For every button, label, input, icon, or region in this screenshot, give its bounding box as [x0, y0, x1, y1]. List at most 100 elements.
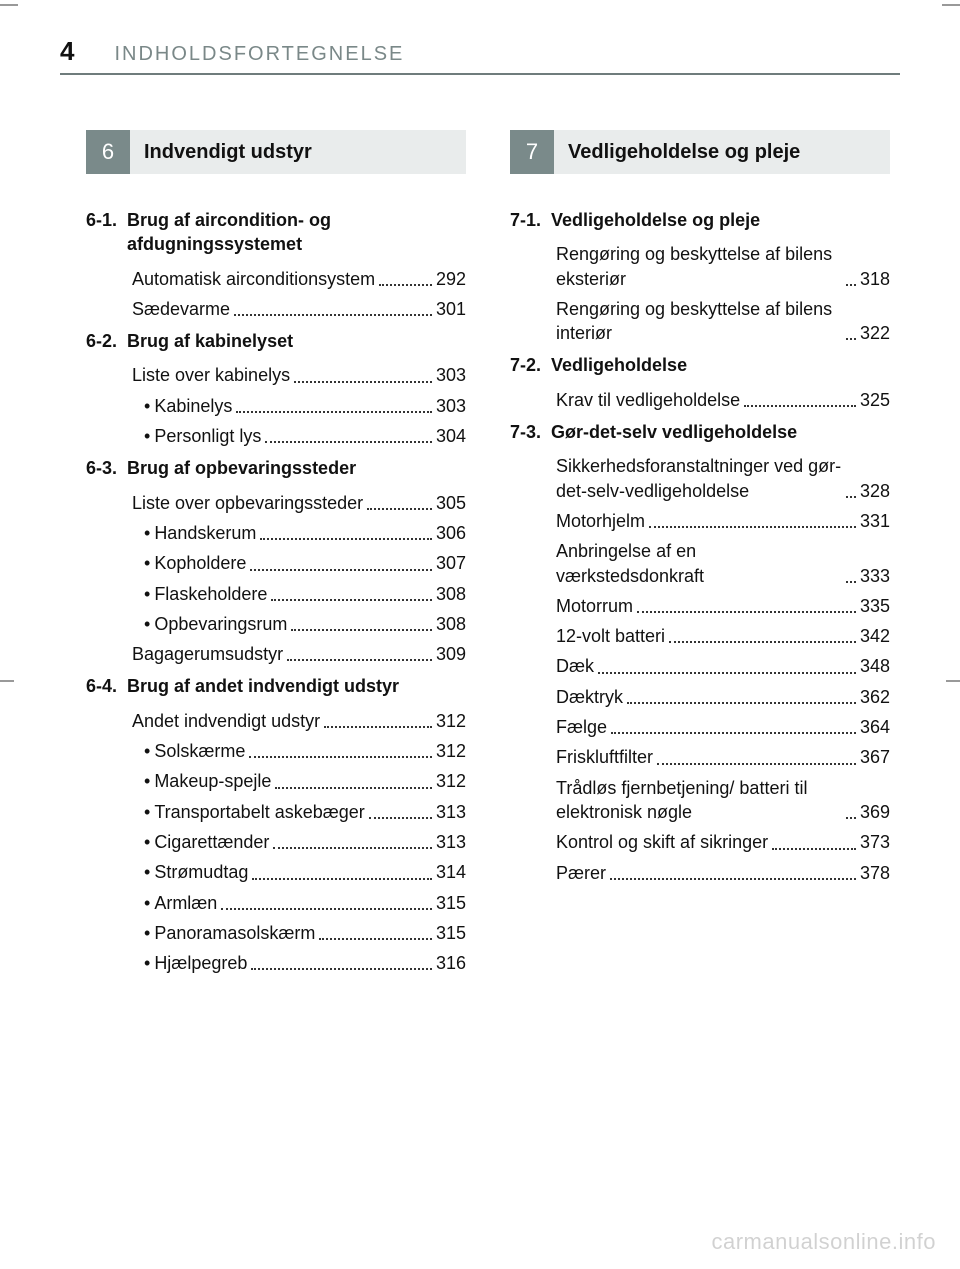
toc-entry-label: Anbringelse af en værkstedsdonkraft	[556, 539, 842, 588]
toc-column-right: 7 Vedligeholdelse og pleje 7-1. Vedligeho…	[510, 130, 890, 981]
toc-entry: Dæk348	[556, 654, 890, 678]
toc-subheading-number: 6-2.	[86, 329, 117, 353]
toc-entry-label: Liste over kabinelys	[132, 363, 290, 387]
toc-entry: Automatisk airconditionsystem292	[132, 267, 466, 291]
toc-entry: Anbringelse af en værkstedsdonkraft 333	[556, 539, 890, 588]
toc-subheading-title: Brug af aircondition- og afdugningssyste…	[127, 208, 466, 257]
toc-entry-page: 292	[436, 267, 466, 291]
bullet-icon: •	[144, 426, 150, 446]
toc-entry-page: 313	[436, 830, 466, 854]
toc-leader-dots	[319, 938, 432, 940]
toc-leader-dots	[846, 284, 856, 286]
toc-entry-page: 308	[436, 582, 466, 606]
toc-entry-page: 315	[436, 891, 466, 915]
toc-entry-page: 378	[860, 861, 890, 885]
toc-entry: •Flaskeholdere308	[144, 582, 466, 606]
toc-subheading: 6-1. Brug af aircondition- og afdugningss…	[86, 208, 466, 257]
bullet-icon: •	[144, 771, 150, 791]
toc-leader-dots	[252, 878, 432, 880]
toc-entry-label: •Makeup-spejle	[144, 769, 271, 793]
toc-entry-label: Dæktryk	[556, 685, 623, 709]
document-page: 4 INDHOLDSFORTEGNELSE 6 Indvendigt udsty…	[0, 0, 960, 1269]
toc-entry: Dæktryk362	[556, 685, 890, 709]
toc-leader-dots	[367, 508, 432, 510]
toc-entry-label: •Opbevaringsrum	[144, 612, 287, 636]
toc-entry-page: 312	[436, 739, 466, 763]
toc-entry-page: 322	[860, 321, 890, 345]
toc-subheading-number: 7-1.	[510, 208, 541, 232]
watermark-text: carmanualsonline.info	[711, 1229, 936, 1255]
toc-entry-page: 312	[436, 769, 466, 793]
toc-leader-dots	[271, 599, 432, 601]
toc-entry-label: •Kopholdere	[144, 551, 246, 575]
toc-entry-label: •Strømudtag	[144, 860, 248, 884]
toc-subheading: 6-4.Brug af andet indvendigt udstyr	[86, 674, 466, 698]
section-header: 7 Vedligeholdelse og pleje	[510, 130, 890, 174]
toc-entry-page: 373	[860, 830, 890, 854]
toc-entry: Liste over kabinelys 303	[132, 363, 466, 387]
toc-entry-label: •Personligt lys	[144, 424, 261, 448]
toc-entry-label: Motorrum	[556, 594, 633, 618]
toc-leader-dots	[236, 411, 432, 413]
toc-leader-dots	[846, 338, 856, 340]
toc-entry: Motorrum335	[556, 594, 890, 618]
toc-entry: Rengøring og beskyttelse af bilens inter…	[556, 297, 890, 346]
toc-entry: Sædevarme301	[132, 297, 466, 321]
toc-leader-dots	[221, 908, 432, 910]
toc-entry-label: Krav til vedligeholdelse	[556, 388, 740, 412]
toc-entry-page: 314	[436, 860, 466, 884]
toc-subheading-number: 6-1.	[86, 208, 117, 232]
toc-entry-label: Pærer	[556, 861, 606, 885]
toc-leader-dots	[637, 611, 856, 613]
bullet-icon: •	[144, 893, 150, 913]
toc-entry-label: 12-volt batteri	[556, 624, 665, 648]
toc-entry-label: Fælge	[556, 715, 607, 739]
bullet-icon: •	[144, 862, 150, 882]
toc-subheading: 6-3.Brug af opbevaringssteder	[86, 456, 466, 480]
toc-entry: 12-volt batteri342	[556, 624, 890, 648]
toc-subheading-number: 6-3.	[86, 456, 117, 480]
toc-column-left: 6 Indvendigt udstyr 6-1.Brug af aircondi…	[86, 130, 466, 981]
toc-entry-page: 318	[860, 267, 890, 291]
crop-mark	[942, 4, 960, 6]
bullet-icon: •	[144, 923, 150, 943]
toc-entry-label: Liste over opbevaringssteder	[132, 491, 363, 515]
toc-subheading-title: Brug af kabinelyset	[127, 329, 466, 353]
toc-entry: •Personligt lys304	[144, 424, 466, 448]
toc-subheading-number: 6-4.	[86, 674, 117, 698]
toc-leader-dots	[379, 284, 432, 286]
toc-entry: •Makeup-spejle 312	[144, 769, 466, 793]
toc-leader-dots	[627, 702, 856, 704]
toc-entry-page: 328	[860, 479, 890, 503]
section-title: Indvendigt udstyr	[130, 130, 466, 174]
toc-entry: •Kabinelys303	[144, 394, 466, 418]
bullet-icon: •	[144, 584, 150, 604]
toc-entry-page: 325	[860, 388, 890, 412]
toc-leader-dots	[610, 878, 856, 880]
toc-leader-dots	[273, 847, 432, 849]
toc-entry-label: •Hjælpegreb	[144, 951, 247, 975]
bullet-icon: •	[144, 802, 150, 822]
bullet-icon: •	[144, 523, 150, 543]
toc-entry-page: 333	[860, 564, 890, 588]
toc-entry-page: 315	[436, 921, 466, 945]
toc-subheading: 6-2. Brug af kabinelyset	[86, 329, 466, 353]
toc-entry-page: 312	[436, 709, 466, 733]
toc-leader-dots	[265, 441, 432, 443]
toc-leader-dots	[291, 629, 432, 631]
toc-entry-label: •Armlæn	[144, 891, 217, 915]
toc-subheading-title: Vedligeholdelse	[551, 353, 890, 377]
section-title: Vedligeholdelse og pleje	[554, 130, 890, 174]
toc-entry-label: Sædevarme	[132, 297, 230, 321]
toc-leader-dots	[287, 659, 432, 661]
toc-entry-page: 307	[436, 551, 466, 575]
toc-leader-dots	[369, 817, 432, 819]
section-body: 7-1.Vedligeholdelse og plejeRengøring og…	[510, 208, 890, 885]
toc-columns: 6 Indvendigt udstyr 6-1.Brug af aircondi…	[86, 130, 890, 981]
toc-entry-page: 309	[436, 642, 466, 666]
toc-entry: Krav til vedligeholdelse 325	[556, 388, 890, 412]
toc-entry: Liste over opbevaringssteder305	[132, 491, 466, 515]
bullet-icon: •	[144, 741, 150, 761]
toc-entry-page: 303	[436, 363, 466, 387]
bullet-icon: •	[144, 396, 150, 416]
